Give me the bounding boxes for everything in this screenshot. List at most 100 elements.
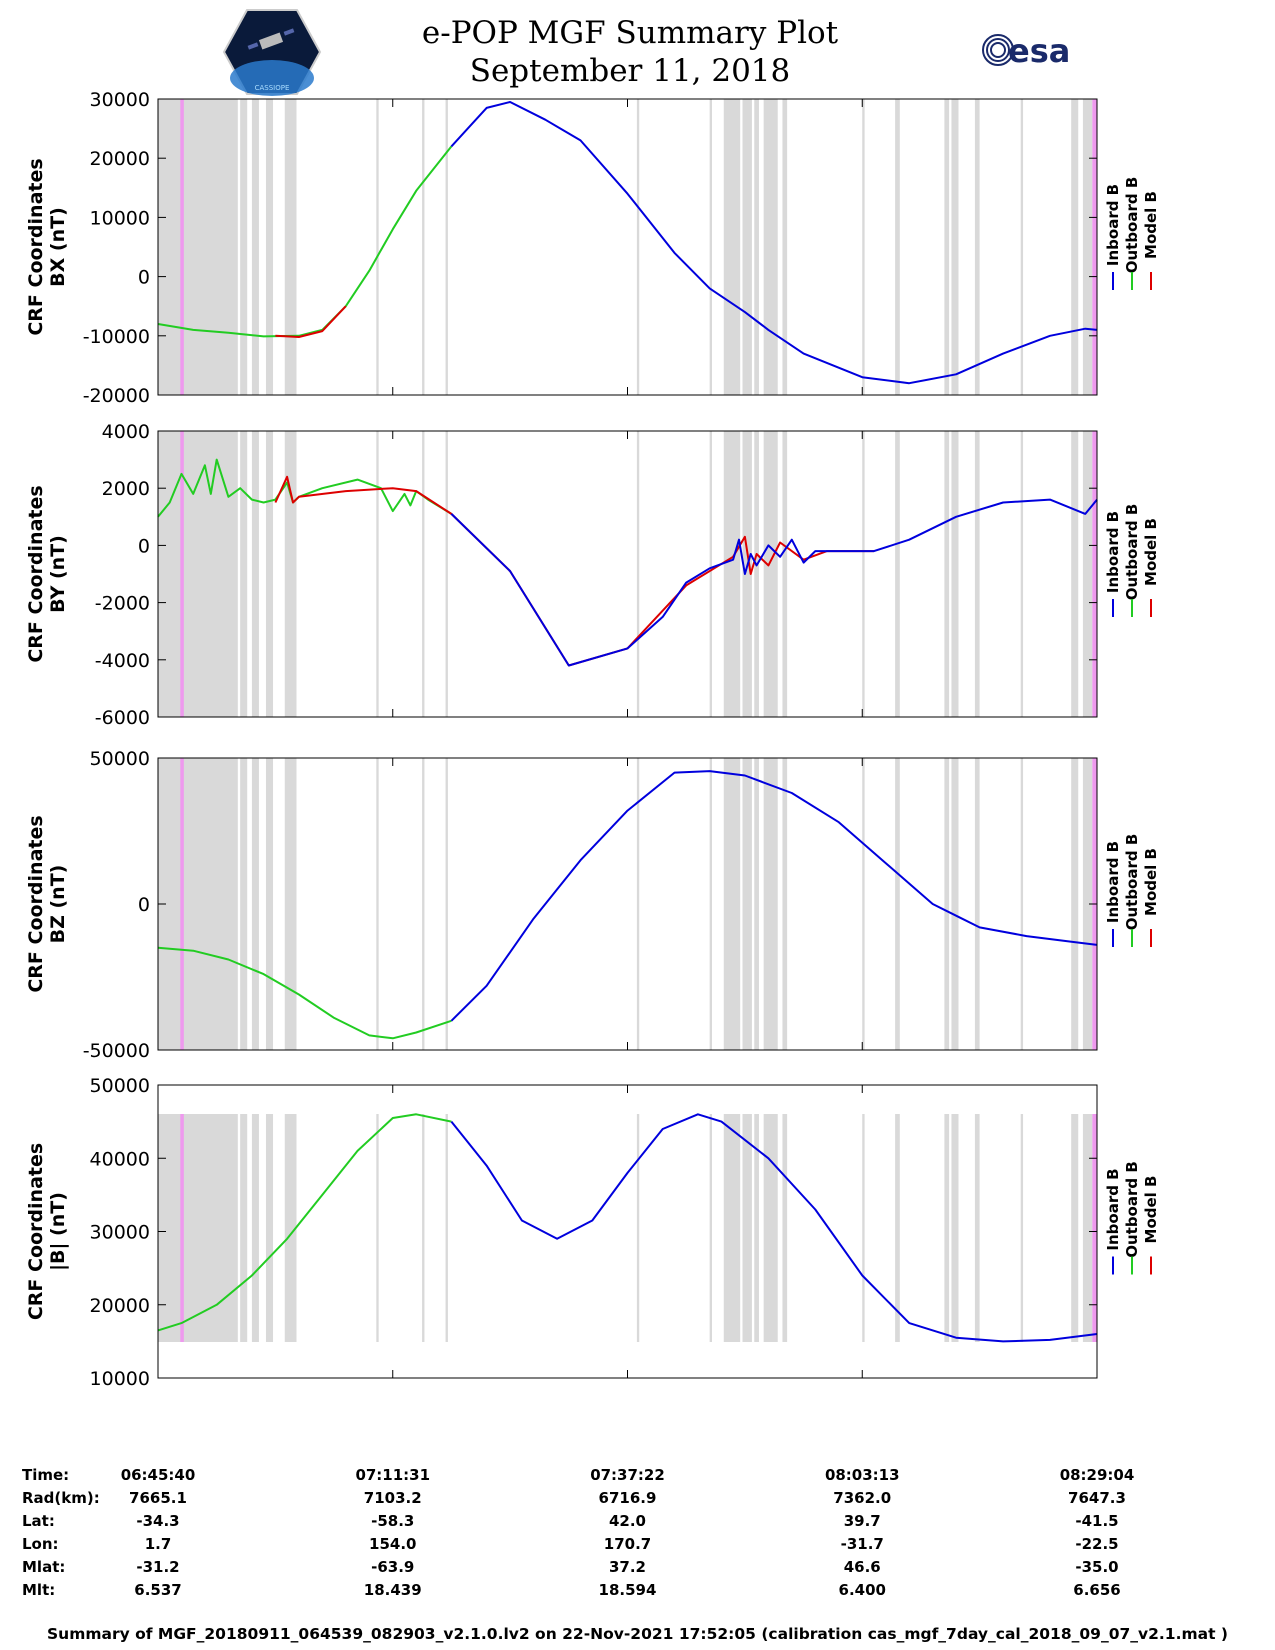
data-gap-band [376, 431, 379, 717]
panel-bmag: 10000 20000 30000 40000 50000 CRF Coordinates… [25, 1075, 1160, 1390]
data-gap-band [763, 758, 778, 1050]
flag-band [180, 99, 184, 395]
info-value: 7362.0 [833, 1489, 892, 1507]
series-line-inboard-b [450, 498, 1098, 667]
series-line-inboard-b [450, 770, 1098, 1022]
info-value: 6.656 [1073, 1581, 1121, 1599]
data-gap-band [895, 758, 900, 1050]
info-row: Lon: 1.7 154.0 170.7 -31.7 -22.5 [0, 1535, 1275, 1559]
data-gap-band [754, 431, 759, 717]
data-gap-band [944, 1114, 950, 1342]
data-gap-band [895, 99, 900, 395]
plot-date: September 11, 2018 [469, 53, 791, 89]
info-value: -31.7 [840, 1535, 884, 1553]
data-gap-band [1020, 1114, 1024, 1342]
data-gap-band [251, 99, 259, 395]
info-label: Time: [22, 1466, 70, 1484]
legend-label: Inboard B [1104, 511, 1122, 593]
y-tick-label: 0 [138, 267, 150, 289]
info-value: 07:37:22 [590, 1466, 665, 1484]
legend-label: Outboard B [1123, 1161, 1141, 1258]
y-tick-label: -50000 [83, 1040, 150, 1062]
info-value: 18.439 [363, 1581, 422, 1599]
info-value: -31.2 [136, 1558, 180, 1576]
mission-logo-text: CASSIOPE [255, 84, 290, 92]
data-gap-band [782, 99, 788, 395]
data-gap-band [782, 431, 788, 717]
data-gap-band [862, 99, 865, 395]
legend-label: Model B [1142, 848, 1160, 916]
info-value: -58.3 [371, 1512, 415, 1530]
y-tick-label: 30000 [90, 89, 150, 111]
info-value: -41.5 [1075, 1512, 1119, 1530]
info-label: Mlt: [22, 1581, 56, 1599]
info-value: 37.2 [608, 1558, 646, 1576]
data-gap-band [709, 758, 713, 1050]
info-value: -22.5 [1075, 1535, 1119, 1553]
panel-by: -6000 -4000 -2000 0 2000 4000 CRF Coordinates B… [25, 421, 1160, 729]
legend-label: Inboard B [1104, 184, 1122, 266]
data-gap-band [251, 1114, 259, 1342]
y-tick-label: -2000 [95, 593, 150, 615]
data-gap-band [951, 431, 959, 717]
series-line-model-b [275, 305, 347, 338]
data-gap-band [251, 758, 259, 1050]
data-gap-band [158, 1114, 238, 1342]
data-gap-band [240, 99, 248, 395]
info-value: -35.0 [1075, 1558, 1119, 1576]
info-row: Lat: -34.3 -58.3 42.0 39.7 -41.5 [0, 1512, 1275, 1536]
y-axis-label: BY (nT) [47, 535, 69, 613]
y-tick-label: 50000 [90, 748, 150, 770]
data-gap-band [754, 99, 759, 395]
data-gap-band [376, 758, 379, 1050]
data-gap-band [284, 99, 297, 395]
data-gap-band [1082, 99, 1093, 395]
info-value: -34.3 [136, 1512, 180, 1530]
y-tick-label: -10000 [83, 326, 150, 348]
cassiope-logo: CASSIOPE [222, 9, 322, 96]
series-line-inboard-b [450, 101, 1098, 385]
data-gap-band [742, 431, 752, 717]
y-axis-label: |B| (nT) [47, 1192, 69, 1271]
y-tick-label: 10000 [90, 207, 150, 229]
data-gap-band [284, 431, 297, 717]
data-gap-band [265, 758, 274, 1050]
data-gap-band [944, 99, 950, 395]
data-gap-band [742, 99, 752, 395]
y-tick-label: 20000 [90, 148, 150, 170]
info-value: 6716.9 [598, 1489, 657, 1507]
data-gap-band [944, 758, 950, 1050]
data-gap-band [1020, 99, 1024, 395]
data-gap-band [376, 1114, 379, 1342]
y-tick-label: -4000 [95, 650, 150, 672]
legend-label: Inboard B [1104, 1168, 1122, 1250]
data-gap-band [763, 99, 778, 395]
data-gap-band [636, 99, 640, 395]
plot-title: e-POP MGF Summary Plot [421, 15, 839, 51]
info-label: Mlat: [22, 1558, 66, 1576]
data-gap-band [723, 99, 741, 395]
info-label: Lat: [22, 1512, 55, 1530]
data-gap-band [742, 1114, 752, 1342]
info-label: Lon: [22, 1535, 59, 1553]
data-gap-band [445, 431, 448, 717]
data-gap-band [265, 431, 274, 717]
info-value: 7665.1 [129, 1489, 187, 1507]
info-value: 6.400 [838, 1581, 886, 1599]
esa-logo: esa [982, 32, 1070, 70]
info-value: -63.9 [371, 1558, 415, 1576]
y-tick-label: 0 [138, 894, 150, 916]
data-gap-band [974, 431, 980, 717]
data-gap-band [158, 758, 238, 1050]
data-gap-band [862, 758, 865, 1050]
data-gap-band [1020, 431, 1024, 717]
data-gap-band [1071, 431, 1079, 717]
info-row: Rad(km): 7665.1 7103.2 6716.9 7362.0 7647.3 [0, 1489, 1275, 1513]
y-tick-label: 0 [138, 535, 150, 557]
data-gap-band [240, 1114, 248, 1342]
series-line-outboard-b [157, 1113, 452, 1332]
data-gap-band [944, 431, 950, 717]
data-gap-band [895, 1114, 900, 1342]
y-tick-label: 20000 [90, 1295, 150, 1317]
data-gap-band [240, 758, 248, 1050]
